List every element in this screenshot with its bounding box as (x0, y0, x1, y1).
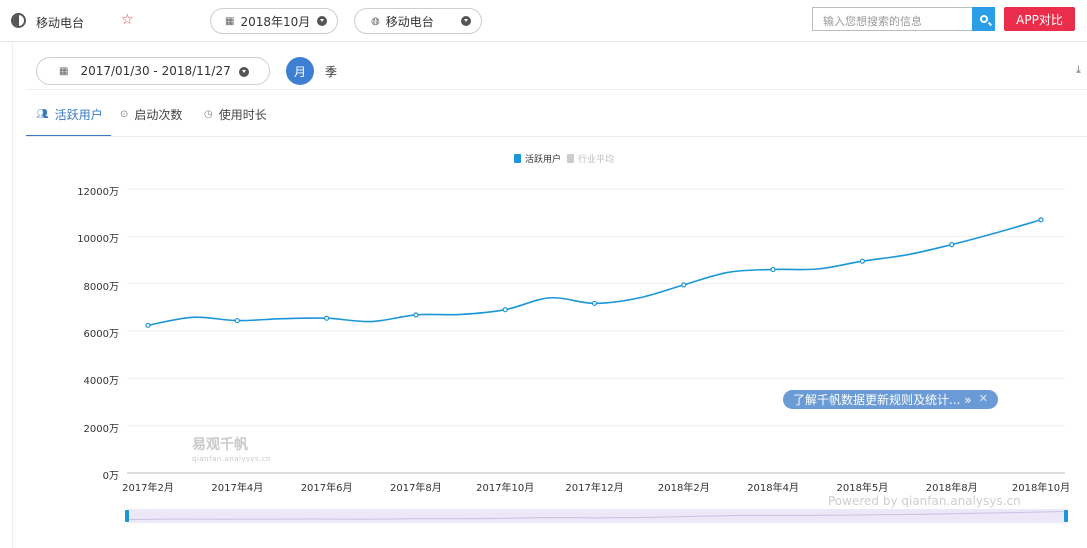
close-icon[interactable]: ✕ (978, 392, 988, 405)
y-tick-label: 2000万 (83, 423, 119, 435)
granularity-quarter-button[interactable]: 季 (325, 65, 338, 79)
category-selector-label: 移动电台 (385, 14, 434, 29)
app-logo-icon (11, 13, 26, 28)
y-tick-label: 8000万 (83, 281, 119, 293)
zoom-slider-preview (126, 511, 1066, 521)
zoom-slider-track (127, 509, 1067, 523)
chevron-down-icon (461, 16, 471, 26)
x-tick-label: 2017年8月 (389, 483, 442, 494)
zoom-handle-right (1064, 510, 1068, 522)
app-compare-button[interactable]: APP对比 (1004, 7, 1075, 31)
data-point (1038, 217, 1044, 223)
calendar-icon: ▦ (225, 15, 235, 27)
search-icon (979, 15, 988, 23)
chart-legend: 活跃用户 行业平均 (514, 152, 614, 165)
legend-label-industry-average[interactable]: 行业平均 (578, 155, 615, 165)
panel-border (12, 42, 13, 548)
y-tick-label: 6000万 (83, 329, 119, 340)
play-circle-icon: ⊙ (120, 109, 129, 120)
x-tick-label: 2017年4月 (211, 483, 264, 494)
x-tick-label: 2018年5月 (836, 483, 889, 494)
x-tick-label: 2018年4月 (747, 483, 799, 494)
x-tick-label: 2018年8月 (925, 483, 978, 494)
tab-usage-duration[interactable]: ◷ 使用时长 (204, 106, 267, 123)
legend-label-active-users[interactable]: 活跃用户 (525, 155, 562, 165)
data-point (502, 307, 508, 313)
data-point (145, 322, 151, 328)
data-point (591, 300, 598, 306)
users-icon: 👥︎ (36, 109, 49, 120)
data-point (324, 315, 330, 321)
date-range-picker[interactable]: ▦ 2017/01/30 - 2018/11/27 (36, 57, 270, 85)
y-tick-label: 10000万 (77, 234, 119, 246)
y-tick-label: 0万 (102, 471, 119, 482)
x-tick-label: 2017年2月 (122, 483, 174, 494)
app-name: 移动电台 (36, 16, 85, 30)
calendar-icon: ▦ (59, 65, 69, 77)
data-point (413, 312, 419, 318)
divider (26, 89, 1087, 90)
date-range-label: 2017/01/30 - 2018/11/27 (80, 64, 231, 78)
granularity-month-button[interactable]: 月 (286, 57, 314, 85)
x-tick-label: 2017年12月 (565, 483, 624, 494)
watermark-url: qianfan.analysys.cn (192, 455, 272, 463)
tab-active-users[interactable]: 👥︎ 活跃用户 (36, 106, 103, 123)
download-icon[interactable]: ⤓ (1076, 63, 1081, 76)
watermark: 易观千帆 qianfan.analysys.cn (192, 434, 271, 463)
watermark-name: 易观千帆 (192, 437, 248, 453)
data-point (770, 266, 776, 273)
x-tick-label: 2018年10月 (1011, 483, 1071, 494)
category-selector[interactable]: ◍ 移动电台 (354, 8, 482, 34)
tab-label: 活跃用户 (54, 108, 103, 122)
zoom-handle-left (125, 510, 129, 522)
divider (26, 136, 1087, 137)
chevron-down-icon (239, 67, 249, 77)
y-tick-label: 4000万 (83, 376, 119, 388)
legend-swatch-active-users[interactable] (514, 154, 521, 163)
tab-label: 启动次数 (134, 108, 183, 122)
notice-text: 了解千帆数据更新规则及统计... » (793, 393, 972, 407)
favorite-star-icon[interactable]: ☆ (121, 12, 134, 28)
data-point (234, 317, 240, 324)
series-line-active-users (147, 218, 1042, 327)
chevron-down-icon (317, 16, 327, 26)
legend-swatch-industry-average[interactable] (567, 154, 575, 163)
x-tick-label: 2017年10月 (476, 483, 535, 494)
data-point (859, 258, 866, 264)
tab-launch-count[interactable]: ⊙ 启动次数 (120, 106, 182, 123)
data-point (949, 242, 955, 248)
update-rules-notice[interactable]: 了解千帆数据更新规则及统计... » ✕ (783, 390, 998, 409)
globe-icon: ◍ (371, 15, 380, 27)
y-tick-label: 12000万 (77, 187, 119, 198)
powered-by: Powered by qianfan.analysys.cn (828, 494, 1021, 508)
month-selector-label: 2018年10月 (240, 14, 311, 29)
clock-icon: ◷ (204, 109, 213, 120)
search-button[interactable] (972, 7, 995, 31)
search-input[interactable]: 输入您想搜索的信息 (812, 7, 972, 31)
x-tick-label: 2018年2月 (657, 483, 710, 494)
data-point (681, 282, 687, 288)
tab-label: 使用时长 (218, 108, 267, 122)
x-tick-label: 2017年6月 (300, 483, 353, 494)
top-bar: 移动电台 ☆ ▦ 2018年10月 ◍ 移动电台 输入您想搜索的信息 APP对比 (0, 0, 1087, 42)
month-selector[interactable]: ▦ 2018年10月 (210, 8, 338, 34)
